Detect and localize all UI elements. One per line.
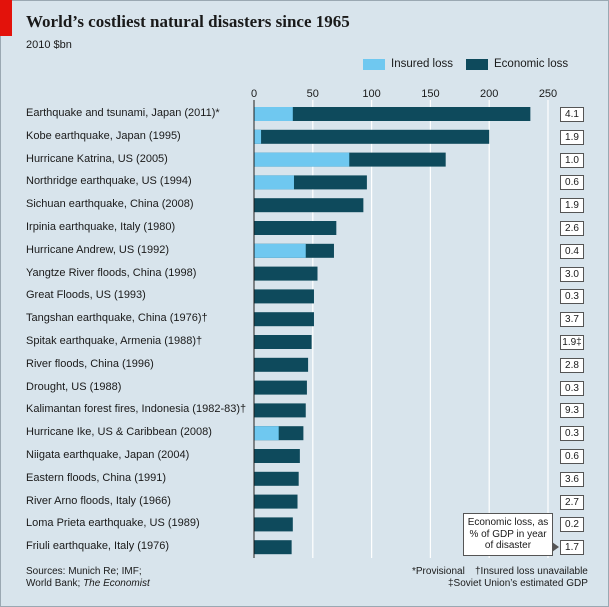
legend-economic: Economic loss <box>466 56 568 72</box>
bar-economic-loss <box>254 289 314 304</box>
x-tick-label: 50 <box>307 88 319 100</box>
legend-label-insured: Insured loss <box>391 58 454 70</box>
bar-insured-loss <box>254 175 294 190</box>
category-label: Sichuan earthquake, China (2008) <box>26 198 194 211</box>
category-label: Great Floods, US (1993) <box>26 289 146 302</box>
gdp-value: 0.6 <box>560 175 584 191</box>
chart-title: World’s costliest natural disasters sinc… <box>26 12 350 31</box>
gdp-value: 0.3 <box>560 289 584 305</box>
bar-insured-loss <box>254 129 262 144</box>
gdp-value: 2.7 <box>560 494 584 510</box>
category-label: Yangtze River floods, China (1998) <box>26 266 197 279</box>
bar-insured-loss <box>254 107 293 121</box>
footer-sources-italic: The Economist <box>83 578 150 589</box>
bar-economic-loss <box>254 335 312 349</box>
bar-economic-loss <box>254 403 306 418</box>
category-label: River floods, China (1996) <box>26 357 154 370</box>
legend-insured: Insured loss <box>363 56 453 72</box>
bar-economic-loss <box>254 357 309 372</box>
bar-economic-loss <box>254 449 300 463</box>
category-label: River Arno floods, Italy (1966) <box>26 494 171 507</box>
bar-insured-loss <box>254 152 350 167</box>
bar-economic-loss <box>254 494 298 509</box>
x-tick-label: 250 <box>539 88 557 100</box>
gdp-value: 1.9 <box>560 198 584 214</box>
bar-economic-loss <box>254 129 490 144</box>
legend-swatch-economic <box>466 58 488 70</box>
legend-swatch-insured <box>363 58 385 70</box>
footer-note-soviet: ‡Soviet Union’s estimated GDP <box>448 578 588 589</box>
bar-economic-loss <box>254 221 337 235</box>
gdp-value: 0.3 <box>560 380 584 396</box>
bar-economic-loss <box>254 471 299 486</box>
bar-economic-loss <box>254 540 292 555</box>
bar-economic-loss <box>254 517 293 532</box>
bar-insured-loss <box>254 426 279 441</box>
x-tick-label: 0 <box>251 88 257 100</box>
gdp-value: 9.3 <box>560 403 584 419</box>
category-label: Irpinia earthquake, Italy (1980) <box>26 221 176 233</box>
x-tick-label: 100 <box>362 88 380 100</box>
category-label: Tangshan earthquake, China (1976)† <box>26 312 208 325</box>
category-label: Hurricane Andrew, US (1992) <box>26 243 170 256</box>
category-label: Hurricane Ike, US & Caribbean (2008) <box>26 426 212 439</box>
category-label: Kalimantan forest fires, Indonesia (1982… <box>26 403 247 416</box>
category-label: Hurricane Katrina, US (2005) <box>26 152 168 165</box>
bar-economic-loss <box>254 312 314 327</box>
category-label: Loma Prieta earthquake, US (1989) <box>26 517 200 530</box>
category-label: Spitak earthquake, Armenia (1988)† <box>26 335 203 347</box>
category-label: Friuli earthquake, Italy (1976) <box>26 540 170 553</box>
x-tick-label: 200 <box>480 88 498 100</box>
bar-insured-loss <box>254 243 306 258</box>
footer-sources-text: World Bank; <box>26 578 84 589</box>
gdp-value: 0.3 <box>560 426 584 442</box>
gdp-value: 1.9 <box>560 129 584 145</box>
category-label: Niigata earthquake, Japan (2004) <box>26 449 190 461</box>
category-label: Northridge earthquake, US (1994) <box>26 175 192 188</box>
brand-accent-bar <box>0 0 12 36</box>
category-label: Drought, US (1988) <box>26 380 122 393</box>
gdp-value: 2.8 <box>560 357 584 373</box>
gdp-value: 3.0 <box>560 266 584 282</box>
gdp-value: 3.6 <box>560 471 584 487</box>
footer-note-insured: †Insured loss unavailable <box>475 566 588 577</box>
legend-label-economic: Economic loss <box>494 58 569 70</box>
gdp-note-callout: Economic loss, as % of GDP in year of di… <box>463 513 559 556</box>
bar-economic-loss <box>254 107 531 121</box>
category-label: Earthquake and tsunami, Japan (2011)* <box>26 107 220 119</box>
gdp-value: 3.7 <box>560 312 584 328</box>
gdp-value: 0.4 <box>560 243 584 259</box>
gdp-value: 4.1 <box>560 107 584 122</box>
chart-subtitle: 2010 $bn <box>26 39 72 51</box>
footer-note-provisional: *Provisional <box>412 566 465 577</box>
bar-economic-loss <box>254 198 364 213</box>
bar-economic-loss <box>254 266 318 281</box>
x-tick-label: 150 <box>421 88 439 100</box>
gdp-value: 0.6 <box>560 449 584 464</box>
category-label: Kobe earthquake, Japan (1995) <box>26 129 181 142</box>
footer-sources-line2: World Bank; The Economist <box>26 578 150 589</box>
gdp-value: 2.6 <box>560 221 584 236</box>
footer-sources-line1: Sources: Munich Re; IMF; <box>26 566 142 577</box>
gdp-value: 0.2 <box>560 517 584 533</box>
gdp-value: 1.9‡ <box>560 335 584 350</box>
bar-economic-loss <box>254 380 307 395</box>
category-label: Eastern floods, China (1991) <box>26 471 167 484</box>
gdp-value: 1.7 <box>560 540 584 556</box>
gdp-value: 1.0 <box>560 152 584 168</box>
